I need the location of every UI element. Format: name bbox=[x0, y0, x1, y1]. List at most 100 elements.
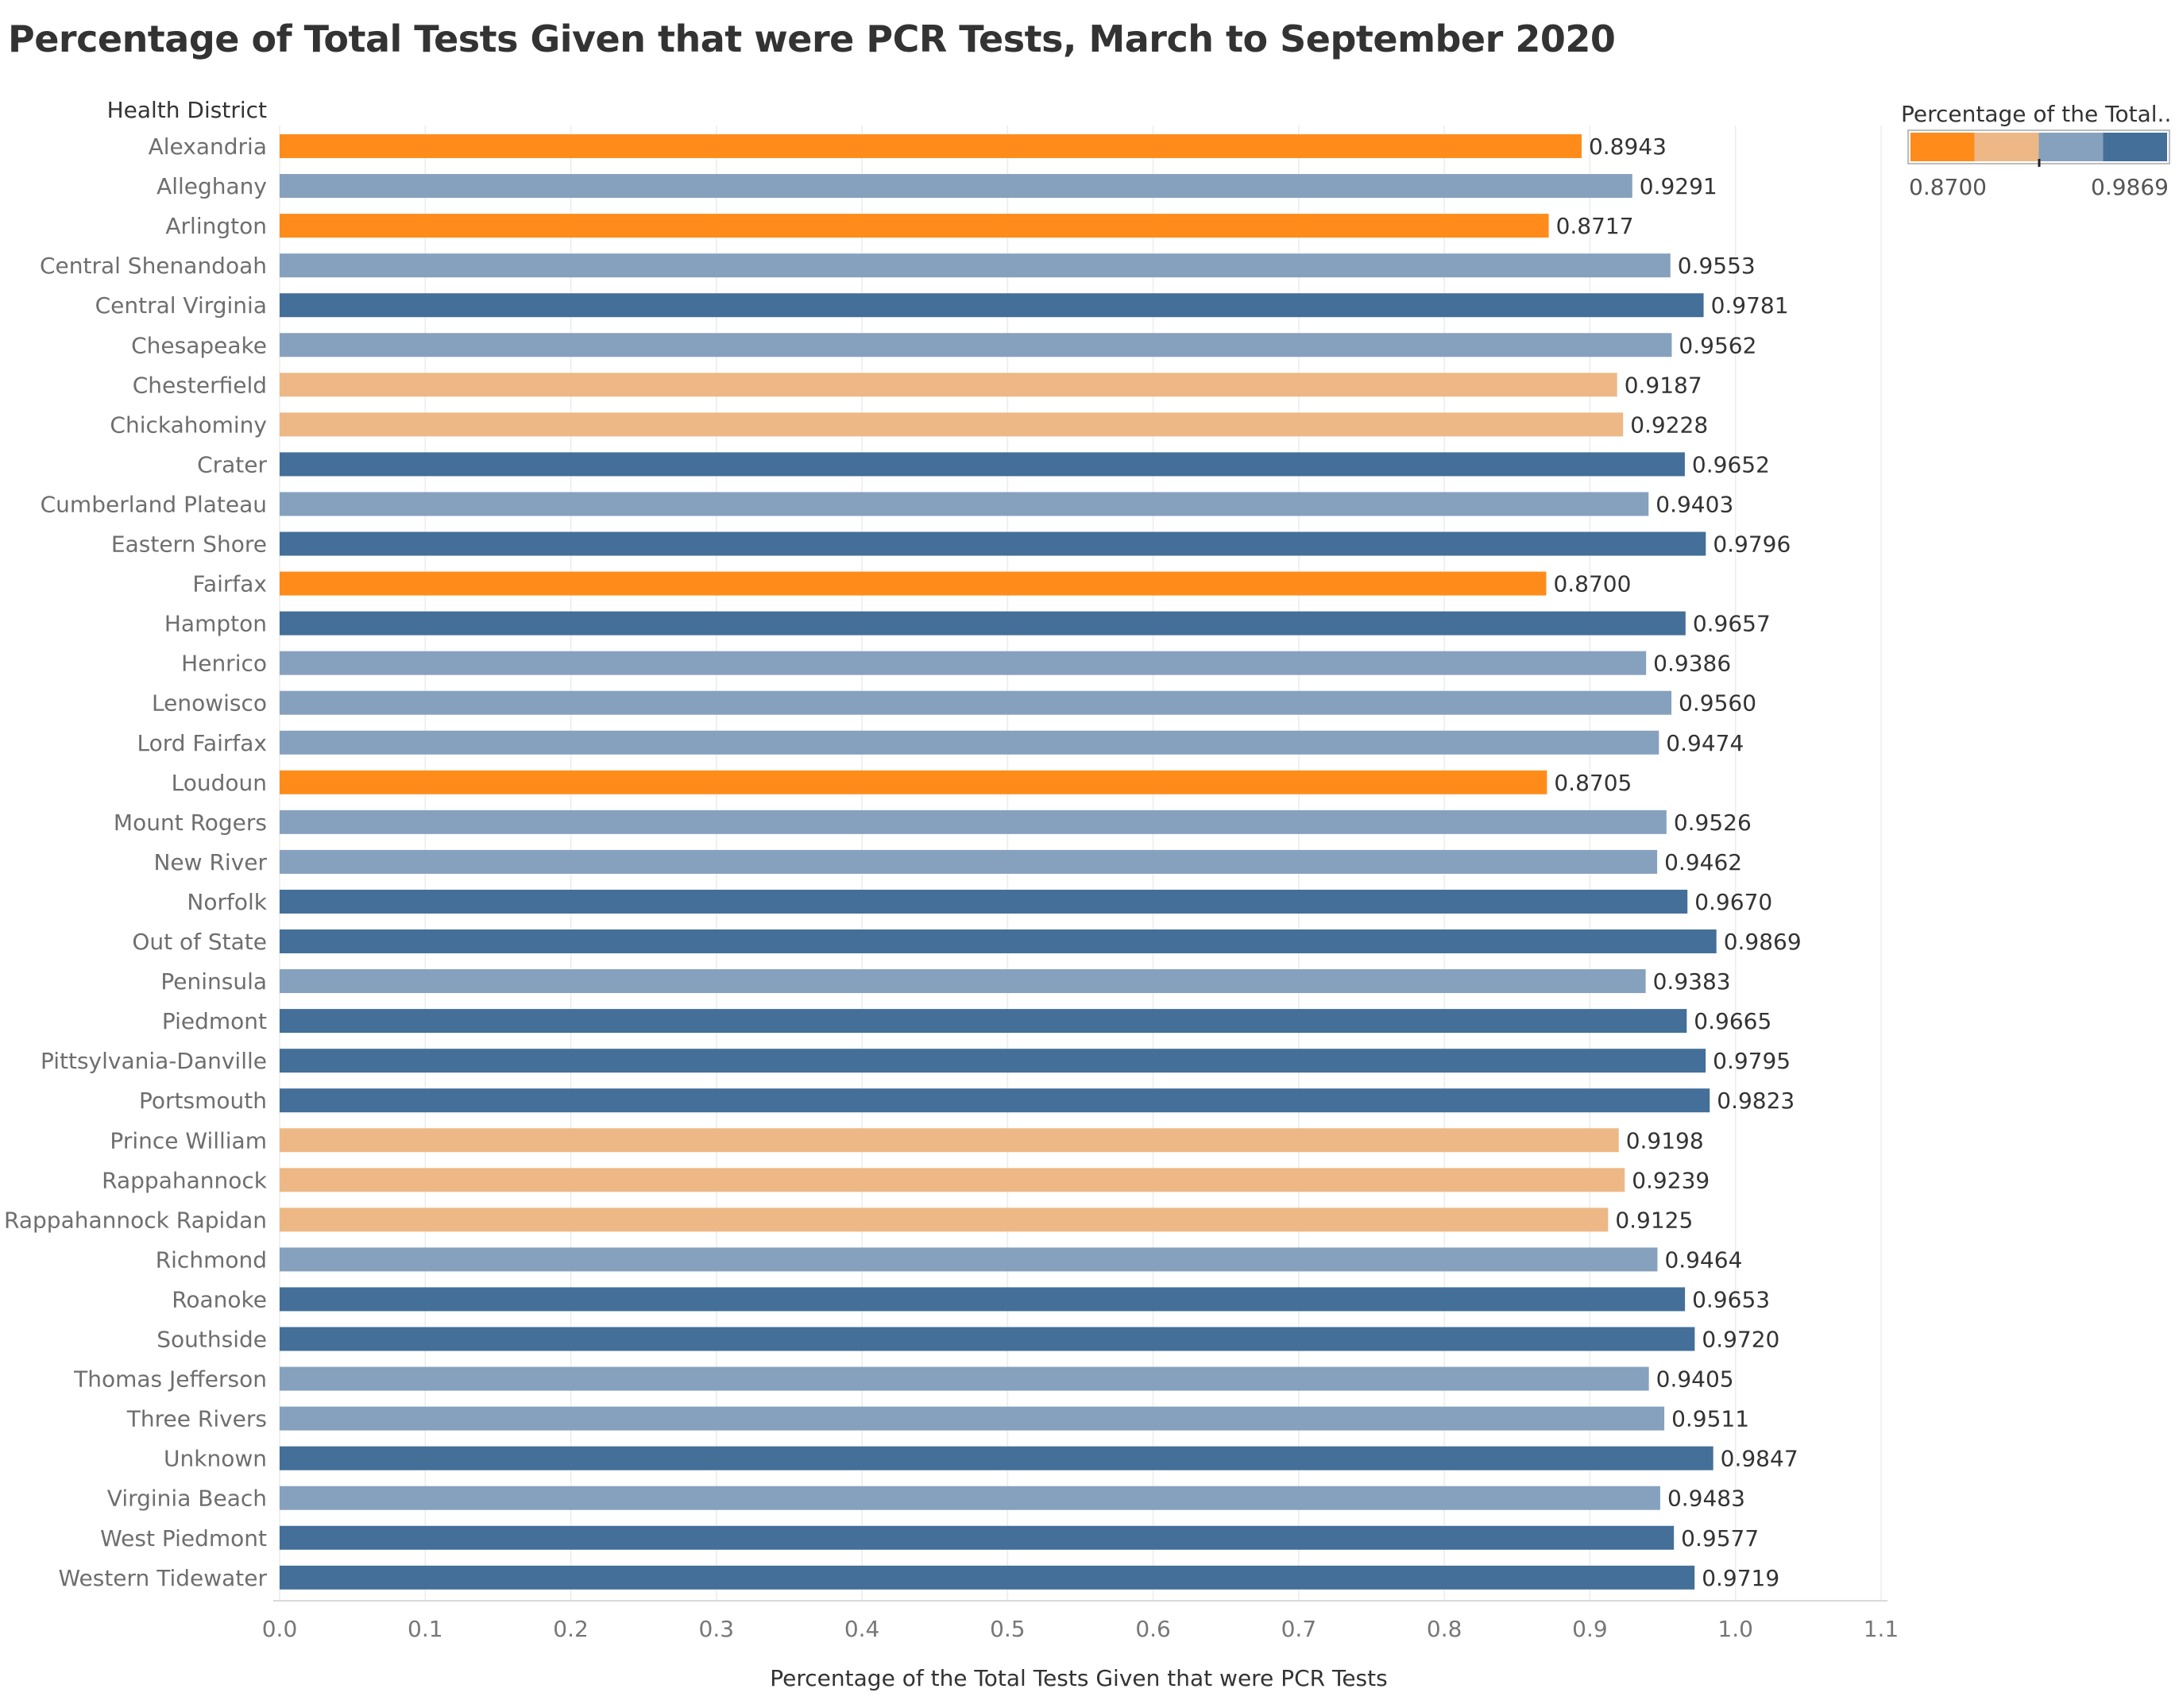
bar-value-label: 0.9823 bbox=[1717, 1088, 1795, 1114]
x-tick-label: 1.0 bbox=[1717, 1616, 1753, 1642]
row-label: Peninsula bbox=[160, 968, 267, 995]
row-label: Western Tidewater bbox=[58, 1565, 267, 1591]
bar[interactable] bbox=[280, 1088, 1710, 1113]
row-label: West Piedmont bbox=[100, 1525, 267, 1551]
row-labels: Alexandria Alleghany Arlington Central Shen… bbox=[4, 133, 268, 1591]
row-label: Roanoke bbox=[172, 1286, 267, 1312]
bar[interactable] bbox=[280, 1049, 1706, 1073]
row-label: Portsmouth bbox=[139, 1088, 267, 1114]
legend-swatch bbox=[1910, 133, 1975, 161]
bar[interactable] bbox=[280, 889, 1688, 914]
bar[interactable] bbox=[280, 1565, 1695, 1590]
x-tick-label: 0.5 bbox=[990, 1616, 1026, 1642]
row-label: Chesapeake bbox=[131, 332, 267, 358]
bar-value-label: 0.9847 bbox=[1721, 1446, 1798, 1472]
bar[interactable] bbox=[280, 730, 1659, 755]
x-tick-label: 1.1 bbox=[1864, 1616, 1899, 1642]
bar[interactable] bbox=[280, 929, 1717, 953]
bar[interactable] bbox=[280, 531, 1706, 556]
bar[interactable] bbox=[280, 134, 1582, 158]
bar-value-label: 0.9403 bbox=[1655, 491, 1733, 517]
bar-value-label: 0.9553 bbox=[1678, 253, 1756, 279]
bar-value-label: 0.9511 bbox=[1671, 1406, 1749, 1432]
chart-title: Percentage of Total Tests Given that wer… bbox=[8, 17, 1616, 60]
bar-value-label: 0.9665 bbox=[1694, 1008, 1771, 1034]
bar[interactable] bbox=[280, 1287, 1686, 1312]
bar[interactable] bbox=[280, 492, 1649, 516]
bar-value-label: 0.9670 bbox=[1694, 889, 1772, 915]
bar[interactable] bbox=[280, 412, 1624, 437]
bar[interactable] bbox=[280, 1168, 1625, 1192]
bar-value-label: 0.9796 bbox=[1713, 531, 1791, 558]
bar-value-label: 0.9474 bbox=[1666, 730, 1744, 756]
x-tick-label: 0.6 bbox=[1135, 1616, 1171, 1642]
bar[interactable] bbox=[280, 1327, 1695, 1351]
bar[interactable] bbox=[280, 1525, 1675, 1550]
row-header: Health District bbox=[107, 97, 267, 123]
row-label: Chesterfield bbox=[133, 372, 267, 398]
legend-swatch bbox=[2038, 133, 2104, 161]
x-tick-label: 0.3 bbox=[699, 1616, 735, 1642]
x-tick-label: 0.9 bbox=[1572, 1616, 1608, 1642]
bar-value-label: 0.9198 bbox=[1626, 1127, 1704, 1153]
bar[interactable] bbox=[280, 1128, 1619, 1153]
color-legend[interactable]: Percentage of the Total.. 0.8700 0.9869 bbox=[1901, 101, 2171, 200]
row-label: Norfolk bbox=[187, 889, 267, 915]
x-axis-title: Percentage of the Total Tests Given that… bbox=[770, 1665, 1387, 1691]
bar[interactable] bbox=[280, 849, 1658, 874]
legend-title: Percentage of the Total.. bbox=[1901, 101, 2171, 127]
bar[interactable] bbox=[280, 1486, 1660, 1510]
bar[interactable] bbox=[280, 611, 1686, 636]
bar[interactable] bbox=[280, 1208, 1609, 1232]
row-label: Central Virginia bbox=[95, 292, 267, 319]
bar[interactable] bbox=[280, 810, 1667, 834]
legend-min-label: 0.8700 bbox=[1909, 174, 1987, 200]
row-label: Fairfax bbox=[192, 571, 267, 597]
bar-value-label: 0.8717 bbox=[1556, 213, 1634, 239]
row-label: Mount Rogers bbox=[114, 810, 267, 836]
bar[interactable] bbox=[280, 770, 1547, 794]
row-label: Southside bbox=[156, 1327, 267, 1353]
row-label: Out of State bbox=[132, 929, 267, 955]
bar[interactable] bbox=[280, 1009, 1687, 1034]
bar[interactable] bbox=[280, 571, 1547, 596]
row-label: Alleghany bbox=[156, 173, 267, 199]
x-tick-label: 0.8 bbox=[1427, 1616, 1462, 1642]
bar[interactable] bbox=[280, 651, 1647, 675]
bar-value-label: 0.9291 bbox=[1640, 173, 1717, 199]
row-label: Cumberland Plateau bbox=[41, 491, 267, 517]
bar[interactable] bbox=[280, 1406, 1665, 1431]
row-label: Richmond bbox=[156, 1246, 267, 1273]
bar[interactable] bbox=[280, 253, 1671, 278]
bar[interactable] bbox=[280, 174, 1632, 199]
bar[interactable] bbox=[280, 1446, 1713, 1470]
row-label: Thomas Jefferson bbox=[73, 1366, 267, 1393]
row-label: Henrico bbox=[181, 651, 267, 677]
bar-value-label: 0.9383 bbox=[1653, 968, 1731, 995]
bar-value-label: 0.9386 bbox=[1653, 651, 1731, 677]
row-label: Crater bbox=[197, 451, 267, 477]
bar-value-label: 0.9653 bbox=[1692, 1286, 1770, 1312]
bar[interactable] bbox=[280, 969, 1646, 994]
bar[interactable] bbox=[280, 214, 1549, 238]
bar[interactable] bbox=[280, 373, 1617, 397]
bar[interactable] bbox=[280, 452, 1685, 477]
bar[interactable] bbox=[280, 1366, 1649, 1391]
bar[interactable] bbox=[280, 293, 1704, 318]
bar[interactable] bbox=[280, 333, 1672, 357]
row-label: Alexandria bbox=[149, 133, 267, 160]
x-tick-label: 0.4 bbox=[844, 1616, 880, 1642]
row-label: Central Shenandoah bbox=[40, 253, 267, 279]
bars bbox=[280, 134, 1717, 1590]
bar[interactable] bbox=[280, 690, 1672, 715]
legend-max-label: 0.9869 bbox=[2091, 174, 2169, 200]
row-label: Chickahominy bbox=[110, 412, 267, 438]
row-label: Rappahannock Rapidan bbox=[4, 1207, 267, 1233]
bar-value-label: 0.9869 bbox=[1724, 929, 1802, 955]
row-label: Virginia Beach bbox=[107, 1486, 267, 1512]
x-tick-label: 0.1 bbox=[408, 1616, 443, 1642]
bar[interactable] bbox=[280, 1247, 1658, 1272]
legend-swatch bbox=[2103, 133, 2167, 161]
bar-value-label: 0.9657 bbox=[1693, 611, 1771, 637]
